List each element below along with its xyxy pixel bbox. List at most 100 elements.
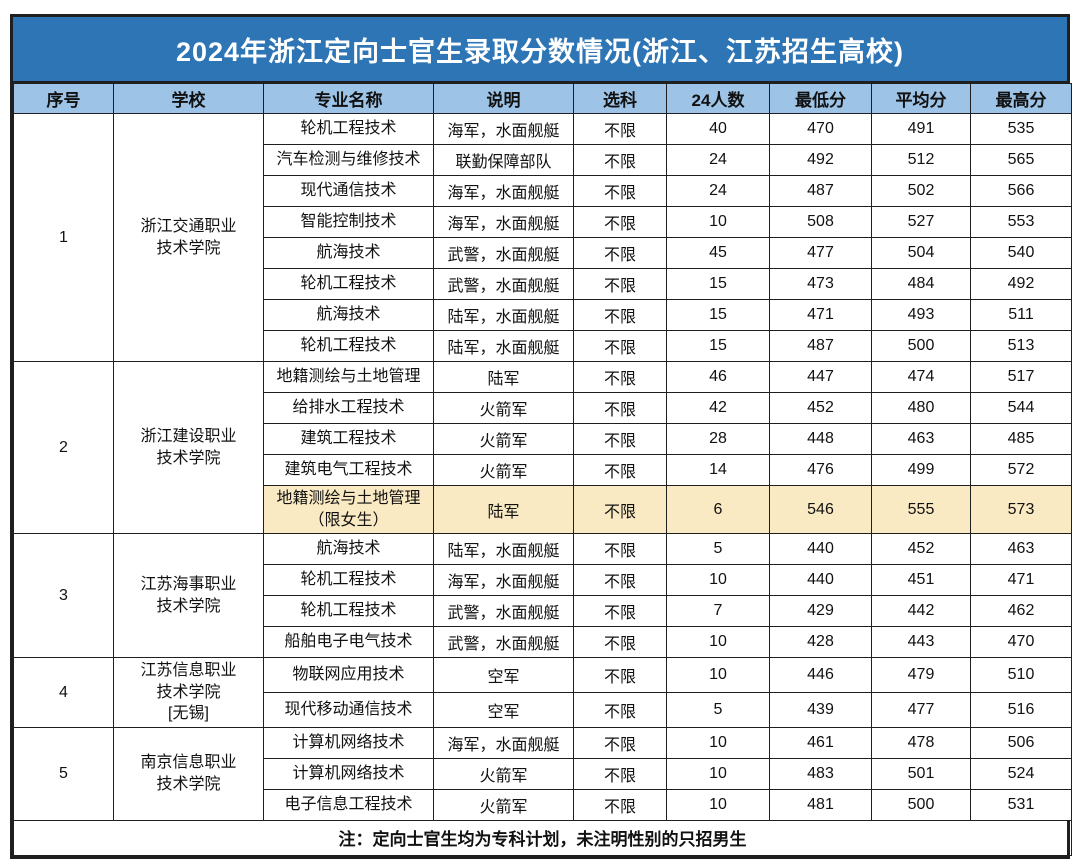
min-cell: 492 [769, 144, 872, 176]
count-cell: 14 [666, 454, 770, 486]
table-row: 4 江苏信息职业 技术学院 [无锡] 物联网应用技术 空军 不限 10 446 479 510 [13, 657, 1072, 728]
school-no-cell: 3 [13, 533, 114, 659]
table-row: 2 浙江建设职业 技术学院 地籍测绘与土地管理 陆军 不限 46 447 474 517 [13, 360, 1072, 535]
column-header-subject: 选科 [573, 83, 667, 114]
table-row: 航海技术 陆军，水面舰艇 不限 15 471 493 511 [14, 299, 1072, 331]
subject-cell: 不限 [573, 175, 667, 207]
table-row: 计算机网络技术 火箭军 不限 10 483 501 524 [14, 757, 1072, 790]
subject-cell: 不限 [573, 423, 667, 455]
subject-cell: 不限 [573, 484, 667, 535]
major-cell: 航海技术 [263, 533, 434, 566]
min-cell: 439 [769, 692, 872, 728]
table-row: 1 浙江交通职业 技术学院 轮机工程技术 海军，水面舰艇 不限 40 470 491 535 [13, 113, 1072, 362]
subject-cell: 不限 [573, 299, 667, 331]
desc-cell: 火箭军 [433, 423, 574, 455]
avg-cell: 504 [871, 237, 971, 269]
table-header-row: 序号 学校 专业名称 说明 选科 24人数 最低分 平均分 最高分 [13, 83, 1072, 114]
avg-cell: 474 [871, 361, 971, 393]
table-row: 建筑电气工程技术 火箭军 不限 14 476 499 572 [14, 454, 1072, 486]
major-cell: 轮机工程技术 [263, 595, 434, 628]
column-header-desc: 说明 [433, 83, 574, 114]
avg-cell: 463 [871, 423, 971, 455]
major-cell: 物联网应用技术 [263, 657, 434, 694]
min-cell: 508 [769, 206, 872, 238]
column-header-max: 最高分 [970, 83, 1072, 114]
avg-cell: 484 [871, 268, 971, 300]
desc-cell: 陆军 [433, 484, 574, 535]
desc-cell: 火箭军 [433, 757, 574, 790]
subject-cell: 不限 [573, 454, 667, 486]
min-cell: 487 [769, 330, 872, 362]
count-cell: 5 [666, 692, 770, 728]
max-cell: 485 [970, 423, 1072, 455]
desc-cell: 海军，水面舰艇 [433, 113, 574, 145]
max-cell: 524 [970, 757, 1072, 790]
max-cell: 513 [970, 330, 1072, 362]
max-cell: 511 [970, 299, 1072, 331]
max-cell: 553 [970, 206, 1072, 238]
avg-cell: 443 [871, 626, 971, 659]
avg-cell: 491 [871, 113, 971, 145]
subject-cell: 不限 [573, 533, 667, 566]
max-cell: 517 [970, 361, 1072, 393]
subject-cell: 不限 [573, 330, 667, 362]
subject-cell: 不限 [573, 392, 667, 424]
school-name-cell: 浙江建设职业 技术学院 [113, 360, 264, 535]
avg-cell: 442 [871, 595, 971, 628]
min-cell: 471 [769, 299, 872, 331]
table-row: 轮机工程技术 武警，水面舰艇 不限 7 429 442 462 [14, 595, 1072, 628]
subject-cell: 不限 [573, 268, 667, 300]
table-row: 船舶电子电气技术 武警，水面舰艇 不限 10 428 443 470 [14, 626, 1072, 659]
subject-cell: 不限 [573, 361, 667, 393]
count-cell: 10 [666, 788, 770, 821]
major-cell: 现代移动通信技术 [263, 692, 434, 728]
min-cell: 447 [769, 361, 872, 393]
avg-cell: 480 [871, 392, 971, 424]
school-no-cell: 2 [13, 360, 114, 535]
max-cell: 492 [970, 268, 1072, 300]
min-cell: 429 [769, 595, 872, 628]
desc-cell: 陆军，水面舰艇 [433, 533, 574, 566]
max-cell: 565 [970, 144, 1072, 176]
table-row: 轮机工程技术 海军，水面舰艇 不限 10 440 451 471 [14, 564, 1072, 597]
major-cell: 船舶电子电气技术 [263, 626, 434, 659]
avg-cell: 501 [871, 757, 971, 790]
max-cell: 531 [970, 788, 1072, 821]
max-cell: 540 [970, 237, 1072, 269]
column-header-school: 学校 [113, 83, 264, 114]
min-cell: 477 [769, 237, 872, 269]
major-cell: 现代通信技术 [263, 175, 434, 207]
major-cell: 航海技术 [263, 299, 434, 331]
count-cell: 10 [666, 726, 770, 759]
table-row: 地籍测绘与土地管理 （限女生） 陆军 不限 6 546 555 573 [14, 484, 1072, 535]
major-cell: 轮机工程技术 [263, 113, 434, 145]
major-cell: 建筑电气工程技术 [263, 454, 434, 486]
avg-cell: 555 [871, 484, 971, 535]
column-header-no: 序号 [13, 83, 114, 114]
desc-cell: 海军，水面舰艇 [433, 564, 574, 597]
desc-cell: 联勤保障部队 [433, 144, 574, 176]
footnote: 注：定向士官生均为专科计划，未注明性别的只招男生 [13, 819, 1072, 856]
count-cell: 45 [666, 237, 770, 269]
subject-cell: 不限 [573, 657, 667, 694]
max-cell: 463 [970, 533, 1072, 566]
min-cell: 476 [769, 454, 872, 486]
subject-cell: 不限 [573, 237, 667, 269]
major-cell: 智能控制技术 [263, 206, 434, 238]
max-cell: 572 [970, 454, 1072, 486]
min-cell: 440 [769, 564, 872, 597]
admission-score-table: 序号 学校 专业名称 说明 选科 24人数 最低分 平均分 最高分 1 浙江交通职业 技术学院 轮机… [13, 83, 1072, 856]
school-no-cell: 1 [13, 113, 114, 362]
count-cell: 28 [666, 423, 770, 455]
avg-cell: 478 [871, 726, 971, 759]
desc-cell: 火箭军 [433, 788, 574, 821]
score-table-frame: 2024年浙江定向士官生录取分数情况(浙江、江苏招生高校) 序号 学校 专业名称 说明… [10, 14, 1072, 859]
desc-cell: 海军，水面舰艇 [433, 726, 574, 759]
min-cell: 452 [769, 392, 872, 424]
column-header-avg: 平均分 [871, 83, 971, 114]
count-cell: 15 [666, 330, 770, 362]
min-cell: 473 [769, 268, 872, 300]
major-cell: 航海技术 [263, 237, 434, 269]
max-cell: 506 [970, 726, 1072, 759]
count-cell: 6 [666, 484, 770, 535]
